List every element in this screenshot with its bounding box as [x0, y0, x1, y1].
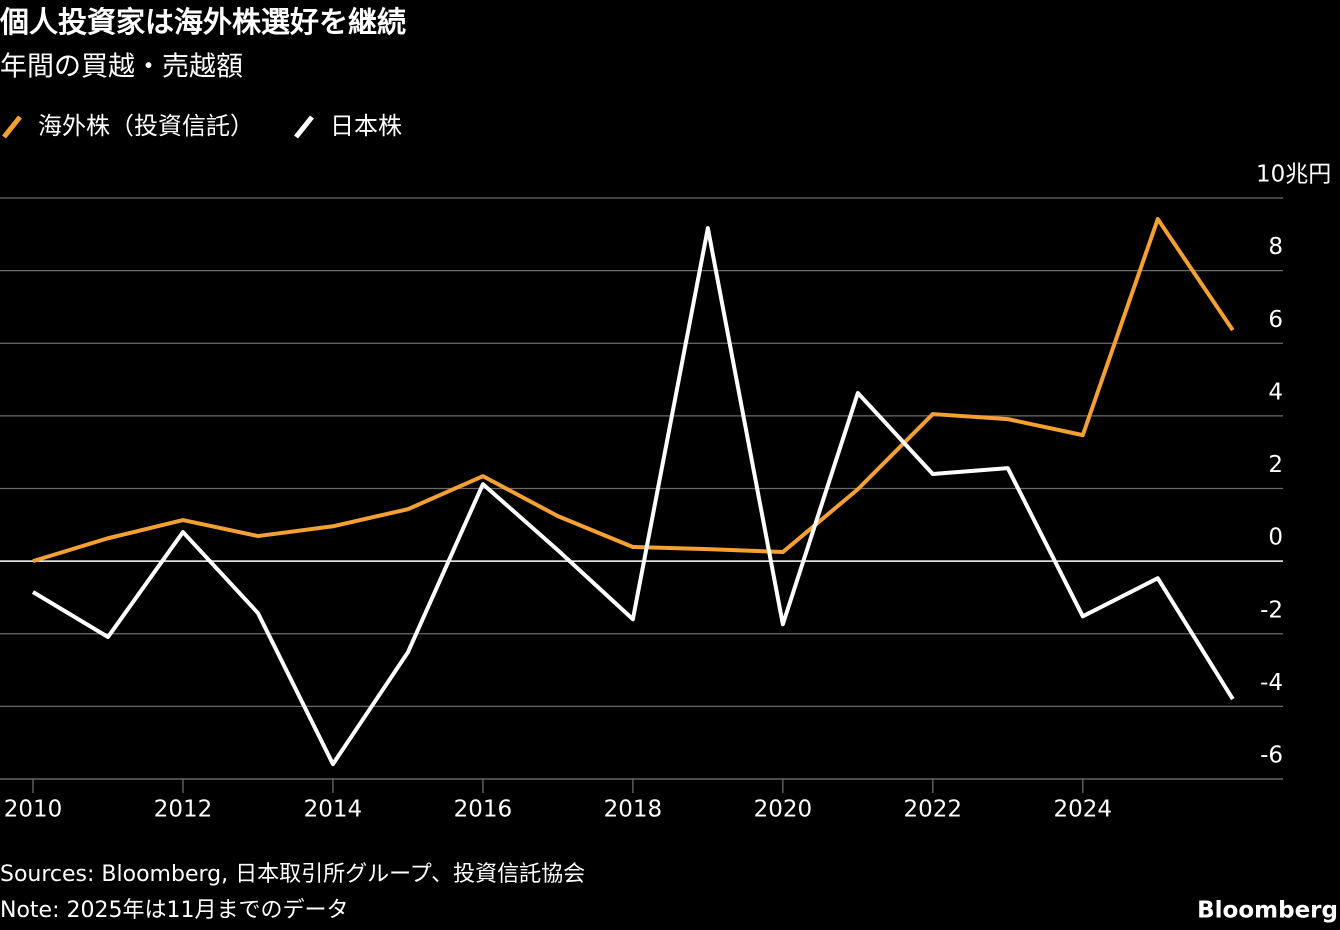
- y-tick-label: -6: [1260, 743, 1283, 769]
- brand: Bloomberg: [1197, 898, 1338, 924]
- chart-subtitle: 年間の買越・売越額: [0, 52, 243, 83]
- y-tick-label: 0: [1268, 525, 1283, 551]
- chart-title: 個人投資家は海外株選好を継続: [0, 5, 406, 39]
- source: Sources: Bloomberg, 日本取引所グループ、投資信託協会: [0, 862, 585, 887]
- legend-label: 日本株: [330, 112, 402, 140]
- series-line: [32, 217, 1235, 564]
- x-tick-label: 2022: [904, 797, 963, 823]
- y-tick-label: -4: [1260, 670, 1283, 696]
- x-tick-label: 2010: [4, 797, 63, 823]
- y-tick-label: 10兆円: [1256, 162, 1331, 188]
- legend-swatch: [2, 115, 22, 139]
- y-tick-label: 4: [1268, 379, 1283, 405]
- legend-swatch: [294, 115, 314, 139]
- y-tick-label: 8: [1268, 234, 1283, 260]
- legend-label: 海外株（投資信託）: [38, 112, 254, 140]
- y-tick-label: -2: [1260, 597, 1283, 623]
- x-tick-label: 2020: [754, 797, 813, 823]
- note: Note: 2025年は11月までのデータ: [0, 898, 348, 923]
- y-tick-label: 6: [1268, 307, 1283, 333]
- x-tick-label: 2018: [604, 797, 663, 823]
- x-tick-label: 2016: [454, 797, 513, 823]
- y-tick-label: 2: [1268, 452, 1283, 478]
- series-line: [31, 226, 1235, 767]
- x-tick-label: 2024: [1054, 797, 1113, 823]
- x-tick-label: 2014: [304, 797, 363, 823]
- x-tick-label: 2012: [154, 797, 213, 823]
